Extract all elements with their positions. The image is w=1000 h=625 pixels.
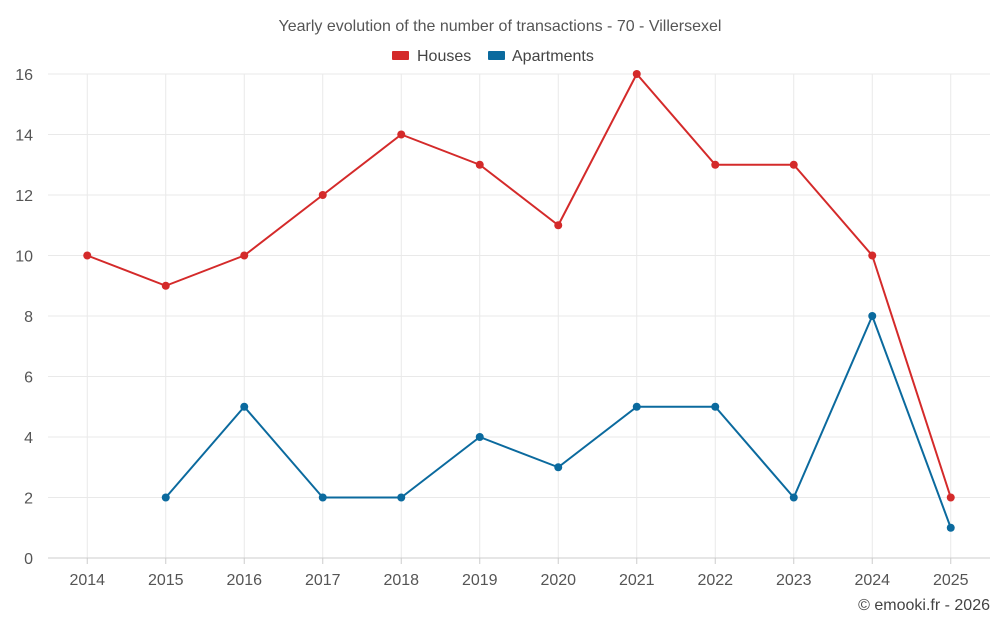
data-point-apartments-2024[interactable] — [868, 312, 877, 320]
series-line-houses — [86, 73, 952, 498]
chart-title: Yearly evolution of the number of transa… — [279, 18, 722, 35]
legend-label-houses: Houses — [417, 48, 471, 65]
x-tick-label: 2018 — [383, 572, 419, 589]
credit-text: © emooki.fr - 2026 — [858, 597, 990, 614]
data-point-houses-2018[interactable] — [397, 130, 406, 139]
x-tick-label: 2017 — [305, 572, 341, 589]
data-point-apartments-2022[interactable] — [711, 402, 720, 411]
data-point-apartments-2023[interactable] — [789, 493, 798, 502]
x-tick-label: 2019 — [462, 572, 498, 589]
legend-swatch-apartments — [488, 51, 505, 60]
y-tick-label: 12 — [15, 188, 33, 205]
x-tick-label: 2021 — [619, 572, 655, 589]
y-tick-label: 14 — [15, 128, 33, 145]
legend-item-apartments[interactable]: Apartments — [488, 48, 594, 65]
data-point-houses-2020[interactable] — [554, 221, 563, 230]
y-tick-label: 6 — [24, 370, 33, 387]
data-point-houses-2023[interactable] — [789, 160, 798, 169]
data-point-apartments-2015[interactable] — [161, 493, 170, 502]
data-point-houses-2014[interactable] — [83, 251, 92, 260]
y-tick-label: 10 — [15, 249, 33, 266]
x-tick-label: 2014 — [69, 572, 105, 589]
x-tick-label: 2025 — [933, 572, 969, 589]
data-point-apartments-2019[interactable] — [475, 433, 484, 441]
x-tick-label: 2016 — [226, 572, 262, 589]
axes: 0 2 4 6 8 10 12 14 16 2014 2015 2016 2017 2018 2019 202… — [15, 67, 990, 589]
data-point-apartments-2017[interactable] — [318, 493, 327, 502]
data-point-houses-2017[interactable] — [318, 191, 327, 199]
y-tick-label: 0 — [24, 551, 33, 568]
series-apartments — [161, 312, 955, 532]
series — [83, 70, 955, 532]
x-tick-label: 2023 — [776, 572, 812, 589]
y-tick-label: 8 — [24, 309, 33, 326]
x-tick-label: 2020 — [540, 572, 576, 589]
x-tick-label: 2022 — [697, 572, 733, 589]
data-point-apartments-2016[interactable] — [240, 402, 249, 411]
legend: Houses Apartments — [392, 48, 594, 65]
data-point-apartments-2018[interactable] — [397, 493, 406, 502]
data-point-houses-2015[interactable] — [161, 281, 170, 290]
data-point-apartments-2025[interactable] — [946, 523, 955, 532]
legend-label-apartments: Apartments — [512, 48, 594, 65]
data-point-houses-2024[interactable] — [868, 251, 877, 260]
x-tick-label: 2015 — [148, 572, 184, 589]
y-tick-label: 4 — [24, 430, 33, 447]
data-point-houses-2021[interactable] — [632, 70, 641, 78]
data-point-apartments-2020[interactable] — [554, 463, 563, 472]
data-point-houses-2022[interactable] — [711, 160, 720, 169]
y-tick-label: 2 — [24, 491, 33, 508]
legend-item-houses[interactable]: Houses — [392, 48, 471, 65]
x-tick-label: 2024 — [854, 572, 890, 589]
data-point-houses-2025[interactable] — [946, 493, 955, 502]
y-tick-label: 16 — [15, 67, 33, 84]
grid — [48, 73, 990, 558]
data-point-apartments-2021[interactable] — [632, 402, 641, 411]
legend-swatch-houses — [392, 51, 409, 60]
data-point-houses-2016[interactable] — [240, 251, 249, 260]
series-houses — [83, 70, 955, 502]
data-point-houses-2019[interactable] — [475, 160, 484, 169]
